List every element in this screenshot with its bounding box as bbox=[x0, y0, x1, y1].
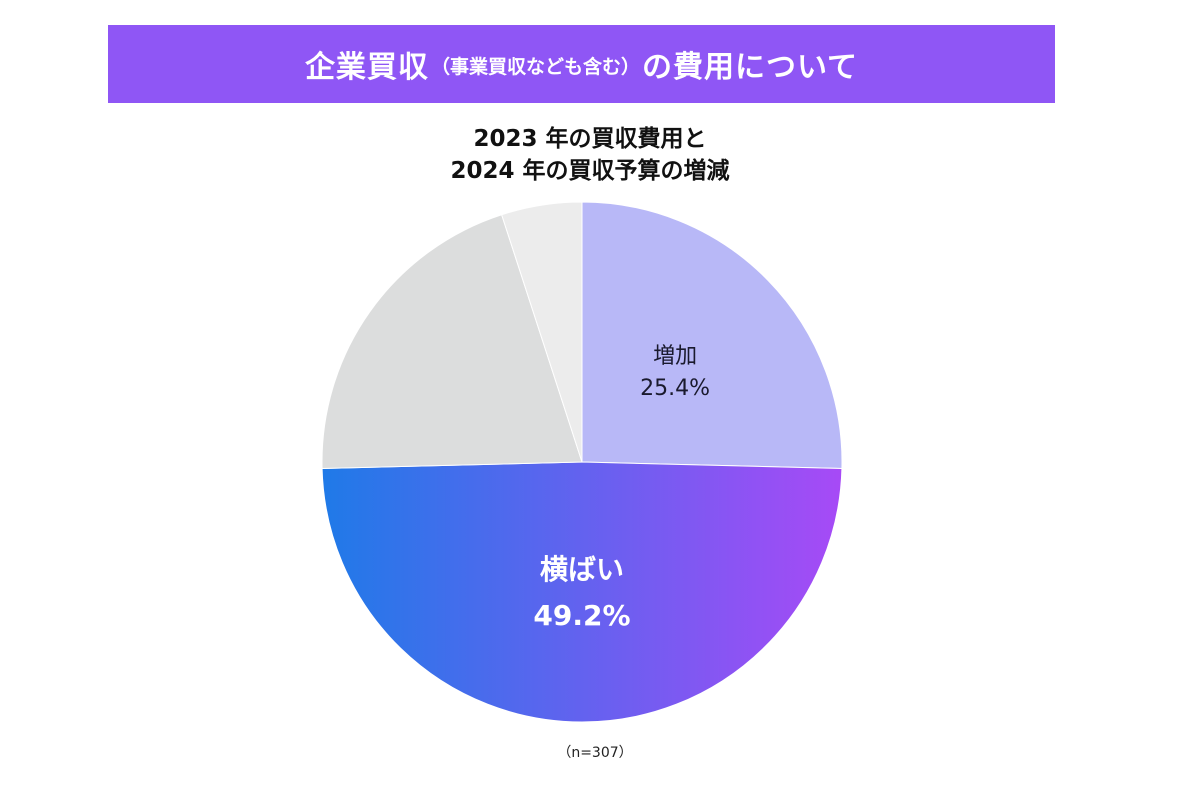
chart-title-line-2: 2024 年の買収予算の増減 bbox=[450, 158, 730, 184]
header-banner: 企業買収 （事業買収なども含む） の費用について bbox=[108, 25, 1055, 103]
pie-slice-3 bbox=[321, 214, 583, 470]
pie-slice-4 bbox=[501, 201, 583, 463]
slice-value-label-1: 25.4% bbox=[640, 376, 710, 401]
pie-slice-2 bbox=[321, 461, 843, 723]
slice-label-2: 横ばい bbox=[540, 553, 624, 586]
slice-label-1: 増加 bbox=[653, 344, 697, 369]
slice-value-label-2: 49.2% bbox=[533, 599, 630, 632]
header-title-part-1: 企業買収 bbox=[304, 50, 429, 85]
pie-slice-1 bbox=[581, 201, 843, 470]
sample-size-note: （n=307） bbox=[557, 745, 633, 761]
pie-labels: 増加 25.4% 横ばい 49.2% bbox=[533, 344, 710, 632]
header-title-subtitle: （事業買収なども含む） bbox=[430, 55, 640, 78]
header-title-part-2: の費用について bbox=[641, 50, 859, 85]
chart-title: 2023 年の買収費用と 2024 年の買収予算の増減 bbox=[370, 123, 810, 187]
pie-slices bbox=[321, 201, 843, 723]
chart-title-line-1: 2023 年の買収費用と bbox=[473, 126, 707, 152]
